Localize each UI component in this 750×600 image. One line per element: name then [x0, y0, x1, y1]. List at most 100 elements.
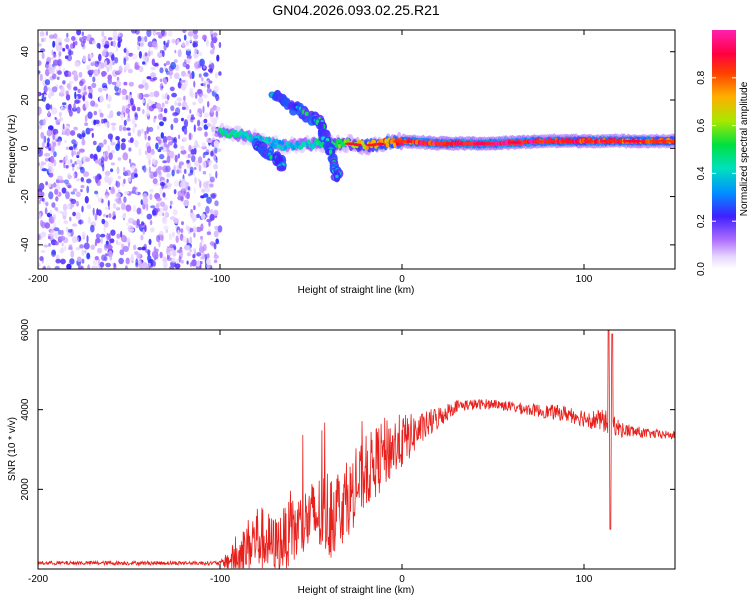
colorbar-tick-label: 0.6: [696, 118, 707, 132]
heatmap-cell: [108, 186, 111, 190]
heatmap-cell: [206, 139, 213, 143]
heatmap-cell: [191, 71, 195, 79]
heatmap-cell: [66, 54, 73, 62]
heatmap-cell: [169, 150, 175, 159]
heatmap-cell: [69, 130, 76, 136]
heatmap-cell: [336, 138, 340, 144]
heatmap-cell: [114, 92, 120, 96]
heatmap-cell: [462, 142, 474, 145]
heatmap-cell: [125, 50, 130, 56]
heatmap-cell: [38, 147, 41, 155]
heatmap-cell: [278, 139, 282, 145]
heatmap-cell: [62, 203, 68, 211]
heatmap-cell: [110, 122, 117, 126]
heatmap-cell: [125, 204, 132, 212]
heatmap-cell: [110, 162, 115, 166]
heatmap-cell: [172, 209, 178, 216]
heatmap-cell: [160, 132, 164, 139]
heatmap-cell: [116, 76, 120, 81]
heatmap-cell: [206, 87, 211, 94]
heatmap-cell: [81, 231, 86, 239]
heatmap-cell: [207, 101, 210, 108]
heatmap-cell: [142, 61, 146, 65]
heatmap-cell: [210, 194, 216, 200]
heatmap-cell: [38, 199, 41, 205]
heatmap-cell: [41, 168, 48, 172]
heatmap-cell: [64, 73, 69, 78]
heatmap-cell: [52, 128, 59, 135]
heatmap-cell: [80, 184, 85, 189]
heatmap-cell: [272, 138, 276, 144]
heatmap-cell: [117, 157, 122, 161]
heatmap-cell: [146, 265, 150, 269]
heatmap-cell: [169, 265, 174, 269]
heatmap-cell: [92, 140, 97, 146]
heatmap-cell: [49, 209, 53, 215]
heatmap-cell: [88, 40, 92, 45]
heatmap-cell: [197, 202, 201, 207]
heatmap-cell: [73, 143, 78, 149]
heatmap-cell: [385, 142, 390, 148]
heatmap-cell: [181, 42, 185, 47]
heatmap-cell: [157, 125, 160, 130]
heatmap-cell: [45, 115, 48, 122]
heatmap-cell: [163, 63, 167, 67]
heatmap-cell: [189, 109, 192, 114]
heatmap-cell: [269, 154, 273, 160]
heatmap-cell: [123, 57, 127, 66]
heatmap-cell: [182, 137, 187, 142]
heatmap-cell: [166, 178, 169, 184]
heatmap-cell: [198, 51, 203, 57]
heatmap-cell: [197, 144, 200, 148]
heatmap-cell: [212, 118, 218, 125]
heatmap-cell: [213, 153, 216, 162]
heatmap-cell: [150, 128, 153, 132]
heatmap-cell: [137, 45, 141, 51]
heatmap-cell: [151, 209, 157, 216]
heatmap-cell: [208, 68, 213, 73]
heatmap-cell: [97, 209, 102, 216]
heatmap-cell: [193, 80, 196, 88]
heatmap-cell: [106, 232, 109, 241]
heatmap-cell: [160, 30, 165, 37]
heatmap-cell: [185, 104, 189, 111]
heatmap-cell: [155, 142, 159, 150]
heatmap-cell: [201, 142, 206, 148]
heatmap-cell: [183, 34, 187, 41]
heatmap-cell: [104, 243, 109, 249]
heatmap-cell: [83, 171, 90, 177]
heatmap-cell: [86, 178, 92, 184]
heatmap-cell: [107, 200, 110, 207]
heatmap-cell: [199, 235, 204, 240]
heatmap-cell: [174, 263, 181, 269]
heatmap-cell: [365, 143, 377, 147]
heatmap-cell: [74, 71, 77, 77]
heatmap-cell: [329, 149, 333, 155]
heatmap-cell: [159, 182, 166, 187]
heatmap-cell: [172, 244, 176, 249]
heatmap-cell: [132, 204, 137, 213]
heatmap-cell: [122, 96, 126, 101]
heatmap-cell: [39, 219, 44, 227]
heatmap-cell: [203, 118, 208, 124]
heatmap-cell: [628, 139, 642, 143]
heatmap-cell: [67, 50, 74, 56]
heatmap-cell: [46, 61, 50, 65]
x-tick-label: 0: [399, 274, 405, 285]
heatmap-cell: [185, 63, 190, 70]
heatmap-cell: [116, 242, 122, 246]
heatmap-cell: [144, 225, 147, 232]
heatmap-cell: [142, 196, 149, 205]
heatmap-cell: [152, 260, 156, 267]
heatmap-cell: [167, 70, 174, 76]
heatmap-cell: [169, 248, 175, 252]
heatmap-cell: [214, 200, 219, 207]
heatmap-cell: [192, 101, 197, 106]
heatmap-cell: [192, 42, 198, 48]
heatmap-cell: [189, 166, 194, 174]
heatmap-cell: [191, 214, 198, 222]
heatmap-cell: [101, 218, 106, 225]
heatmap-cell: [67, 175, 73, 179]
heatmap-cell: [209, 241, 216, 246]
heatmap-cell: [186, 252, 191, 257]
